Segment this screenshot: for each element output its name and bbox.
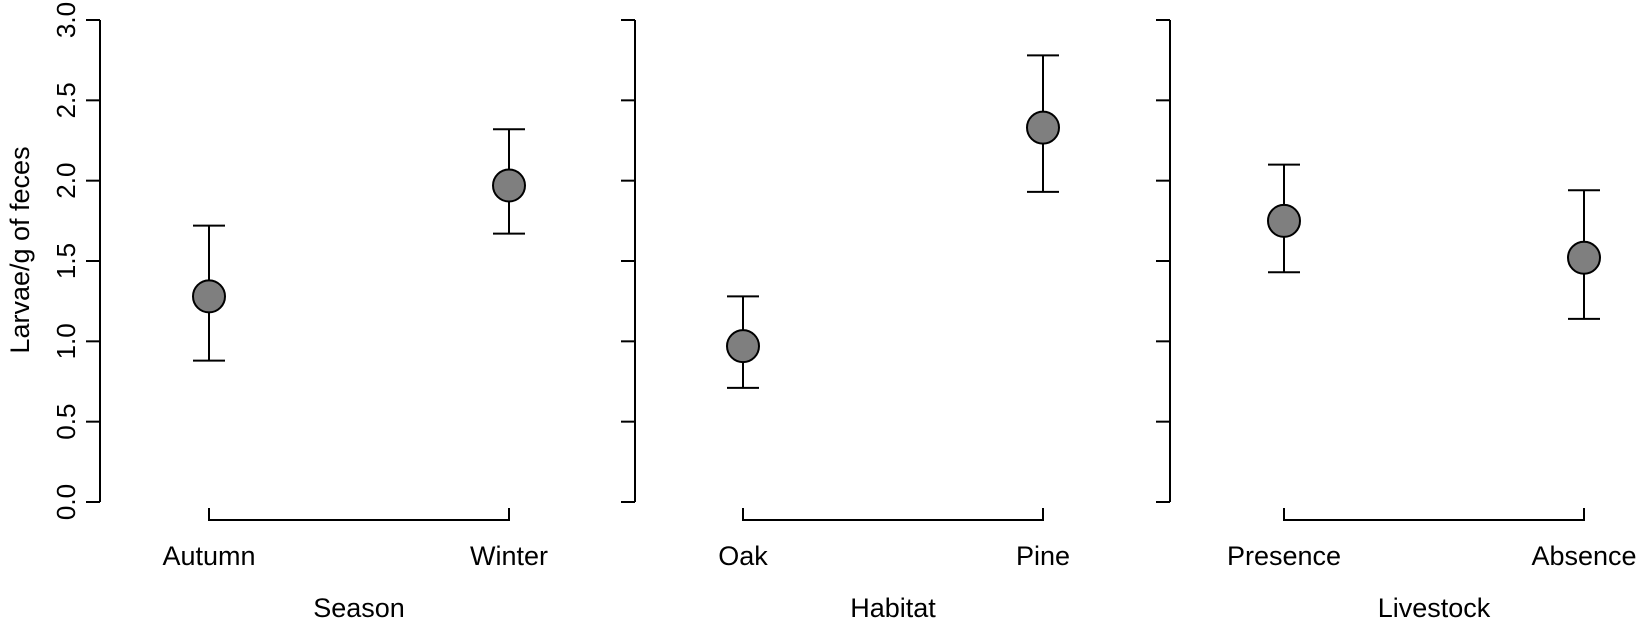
- y-tick-label: 2.0: [51, 163, 81, 199]
- y-tick-label: 0.0: [51, 484, 81, 520]
- data-point: [1567, 240, 1601, 275]
- x-axis-title: Season: [313, 593, 405, 621]
- x-axis-bracket: [208, 508, 510, 521]
- panel-0: 0.0 0.5 1.0 1.5 2.0 2.5 3.0 Autumn Winter Season: [51, 2, 548, 621]
- data-point: [492, 168, 526, 203]
- panel-2: Presence Absence Livestock: [1156, 19, 1637, 621]
- x-tick-label: Pine: [1016, 541, 1070, 571]
- x-axis-bracket: [1283, 508, 1585, 521]
- data-point: [1026, 110, 1060, 145]
- data-point: [726, 329, 760, 364]
- y-tick-label: 2.5: [51, 82, 81, 118]
- panel-1: Oak Pine Habitat: [621, 19, 1070, 621]
- y-tick-label: 1.5: [51, 243, 81, 279]
- y-tick-label: 0.5: [51, 404, 81, 440]
- panels: 0.0 0.5 1.0 1.5 2.0 2.5 3.0 Autumn Winter Season O…: [51, 2, 1637, 621]
- x-axis-title: Livestock: [1378, 593, 1491, 621]
- x-tick-label: Autumn: [162, 541, 255, 571]
- x-axis-title: Habitat: [850, 593, 936, 621]
- x-tick-label: Winter: [470, 541, 548, 571]
- data-point: [192, 279, 226, 314]
- x-tick-label: Oak: [718, 541, 768, 571]
- y-axis-title: Larvae/g of feces: [5, 146, 35, 353]
- x-axis-bracket: [742, 508, 1044, 521]
- data-point: [1267, 203, 1301, 238]
- x-tick-label: Absence: [1531, 541, 1636, 571]
- y-tick-label: 3.0: [51, 2, 81, 38]
- x-tick-label: Presence: [1227, 541, 1341, 571]
- y-tick-label: 1.0: [51, 323, 81, 359]
